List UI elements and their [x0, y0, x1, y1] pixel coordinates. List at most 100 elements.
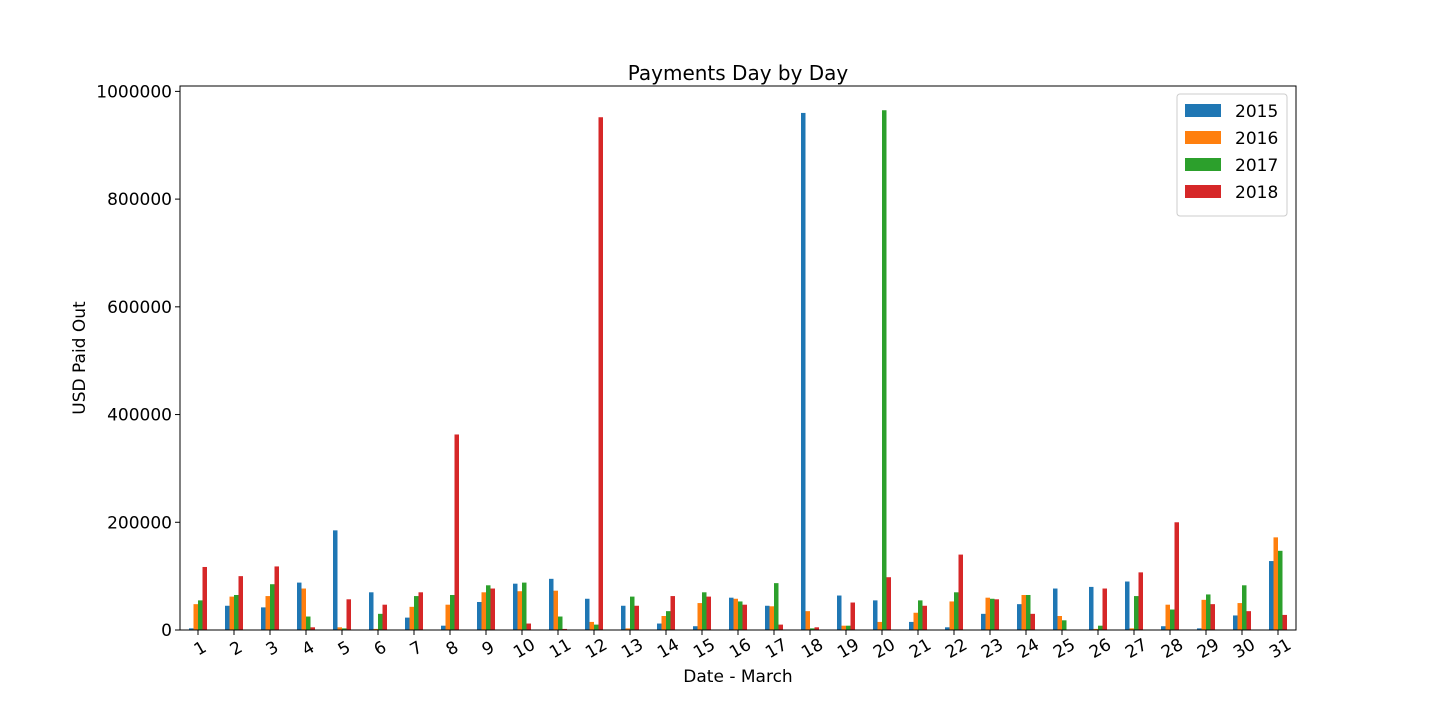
bar-2016-day-6 — [373, 628, 378, 630]
bar-2018-day-12 — [598, 117, 603, 631]
bar-2015-day-7 — [405, 617, 410, 630]
bar-2016-day-25 — [1057, 616, 1062, 630]
y-tick-label: 400000 — [107, 406, 172, 426]
bar-2017-day-8 — [450, 594, 455, 630]
bar-2016-day-10 — [517, 591, 522, 630]
bar-2016-day-17 — [769, 606, 774, 630]
x-tick-label: 9 — [479, 637, 498, 660]
x-tick-label: 25 — [1050, 635, 1079, 663]
x-tick-label: 12 — [582, 635, 611, 663]
x-tick-label: 15 — [690, 635, 719, 663]
x-tick-label: 30 — [1230, 635, 1259, 663]
bar-2018-day-13 — [634, 605, 639, 630]
bar-2016-day-16 — [733, 598, 738, 630]
bar-2018-day-9 — [490, 588, 495, 630]
bar-2018-day-2 — [238, 576, 243, 630]
bar-2015-day-9 — [477, 601, 482, 630]
bar-2016-day-28 — [1165, 604, 1170, 630]
x-tick-label: 24 — [1014, 635, 1043, 663]
chart-title: Payments Day by Day — [628, 61, 849, 85]
bar-2015-day-23 — [981, 613, 986, 630]
bar-2015-day-21 — [909, 621, 914, 630]
bar-2015-day-13 — [621, 605, 626, 630]
bar-2015-day-17 — [765, 605, 770, 630]
bar-2015-day-11 — [549, 578, 554, 630]
x-tick-label: 2 — [227, 637, 246, 660]
bar-2017-day-7 — [414, 596, 419, 630]
bar-2018-day-8 — [454, 434, 459, 630]
bar-2015-day-15 — [693, 626, 698, 630]
bar-2018-day-24 — [1030, 613, 1035, 630]
bar-2018-day-27 — [1138, 572, 1143, 630]
bar-2015-day-24 — [1017, 604, 1022, 630]
bar-2017-day-17 — [774, 583, 779, 630]
x-tick-label: 13 — [618, 635, 647, 663]
bar-2015-day-27 — [1125, 581, 1130, 630]
bar-2015-day-22 — [945, 627, 950, 630]
bar-2016-day-22 — [949, 601, 954, 630]
bar-2015-day-26 — [1089, 586, 1094, 630]
x-tick-label: 8 — [443, 637, 462, 660]
y-tick-label: 200000 — [107, 513, 172, 533]
y-tick-label: 600000 — [107, 298, 172, 318]
bar-2016-day-31 — [1273, 537, 1278, 630]
bar-2016-day-12 — [589, 621, 594, 630]
bar-2016-day-27 — [1129, 628, 1134, 630]
x-tick-label: 29 — [1194, 635, 1223, 663]
bar-2017-day-6 — [378, 613, 383, 630]
bar-2016-day-19 — [841, 625, 846, 630]
bar-2018-day-10 — [526, 623, 531, 630]
bar-2018-day-22 — [958, 554, 963, 630]
x-tick-label: 16 — [726, 635, 755, 663]
bar-2017-day-29 — [1206, 594, 1211, 630]
legend-swatch-2018 — [1185, 185, 1221, 198]
bar-2018-day-7 — [418, 592, 423, 630]
bar-2016-day-1 — [193, 604, 198, 630]
bar-2017-day-31 — [1278, 550, 1283, 630]
bar-2015-day-5 — [333, 530, 338, 630]
bar-2017-day-20 — [882, 110, 887, 631]
legend-label-2016: 2016 — [1235, 129, 1278, 149]
bar-2017-day-22 — [954, 592, 959, 630]
bar-2015-day-18 — [801, 112, 806, 631]
x-tick-label: 10 — [510, 635, 539, 663]
bar-2016-day-11 — [553, 590, 558, 630]
legend-swatch-2015 — [1185, 104, 1221, 117]
x-tick-label: 23 — [978, 635, 1007, 663]
bar-2018-day-15 — [706, 596, 711, 630]
x-tick-label: 26 — [1086, 635, 1115, 663]
bar-2017-day-13 — [630, 596, 635, 630]
bar-2017-day-3 — [270, 584, 275, 630]
y-tick-label: 0 — [161, 621, 172, 641]
bar-2015-day-29 — [1197, 628, 1202, 630]
y-axis-label: USD Paid Out — [70, 301, 90, 415]
bar-2018-day-20 — [886, 577, 891, 630]
bar-2018-day-11 — [562, 628, 567, 630]
bar-2017-day-30 — [1242, 585, 1247, 630]
bar-2015-day-2 — [225, 605, 230, 630]
bar-2017-day-4 — [306, 616, 311, 630]
bar-2016-day-13 — [625, 628, 630, 630]
plot-frame — [179, 85, 1297, 631]
y-tick-label: 1000000 — [96, 82, 172, 102]
bar-2015-day-4 — [297, 582, 302, 630]
bar-2017-day-10 — [522, 582, 527, 630]
bar-2015-day-31 — [1269, 561, 1274, 630]
bar-2015-day-6 — [369, 592, 374, 630]
bar-2018-day-30 — [1246, 611, 1251, 630]
x-tick-label: 6 — [371, 637, 390, 660]
bar-2018-day-19 — [850, 602, 855, 630]
bar-2017-day-19 — [846, 625, 851, 630]
x-tick-label: 11 — [546, 635, 575, 663]
bar-2016-day-30 — [1237, 603, 1242, 630]
x-tick-label: 5 — [335, 637, 354, 660]
bar-2016-day-21 — [913, 612, 918, 630]
legend-label-2015: 2015 — [1235, 102, 1278, 122]
bar-2018-day-1 — [202, 566, 207, 630]
x-tick-label: 17 — [762, 635, 791, 663]
bar-2016-day-29 — [1201, 599, 1206, 630]
bar-2018-day-29 — [1210, 604, 1215, 630]
x-tick-label: 7 — [407, 637, 426, 660]
